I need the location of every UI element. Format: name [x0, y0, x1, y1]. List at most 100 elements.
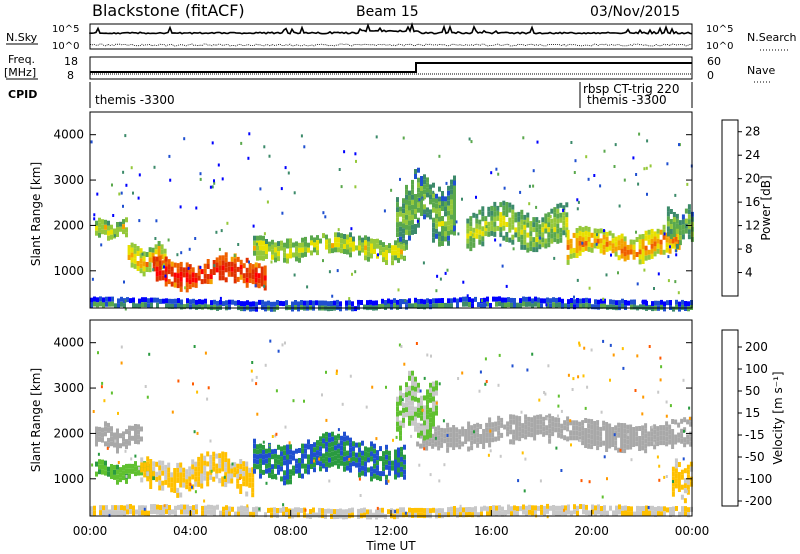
- heatmap-cell: [420, 201, 423, 206]
- heatmap-cell: [432, 202, 435, 208]
- nave-tick-top: 60: [707, 55, 721, 68]
- heatmap-cell: [212, 456, 216, 462]
- heatmap-speckle: [418, 463, 421, 467]
- heatmap-cell: [591, 304, 594, 310]
- heatmap-cell: [104, 441, 107, 447]
- heatmap-cell: [614, 425, 618, 431]
- heatmap-cell: [148, 262, 152, 268]
- heatmap-cell: [566, 239, 570, 245]
- heatmap-speckle: [578, 341, 581, 345]
- heatmap-speckle: [336, 269, 339, 273]
- heatmap-speckle: [270, 260, 273, 264]
- heatmap-cell: [376, 475, 379, 481]
- heatmap-cell: [161, 460, 165, 466]
- heatmap-cell: [191, 469, 195, 475]
- heatmap-cell: [668, 429, 672, 435]
- heatmap-cell: [605, 442, 609, 447]
- heatmap-cell: [426, 409, 429, 415]
- heatmap-cell: [514, 212, 518, 218]
- heatmap-cell: [429, 427, 432, 433]
- heatmap-cell: [224, 452, 228, 458]
- heatmap-cell: [553, 222, 557, 228]
- heatmap-cell: [295, 448, 298, 454]
- heatmap-cell: [665, 431, 669, 437]
- heatmap-cell: [656, 243, 660, 249]
- heatmap-cell: [331, 456, 334, 462]
- heatmap-cell: [462, 296, 465, 302]
- heatmap-cell: [352, 461, 355, 467]
- heatmap-cell: [558, 505, 561, 511]
- heatmap-speckle: [255, 375, 258, 379]
- heatmap-cell: [449, 437, 453, 443]
- heatmap-cell: [400, 456, 403, 462]
- heatmap-cell: [361, 247, 364, 253]
- heatmap-cell: [182, 472, 186, 478]
- heatmap-speckle: [138, 219, 141, 223]
- heatmap-cell: [246, 511, 249, 517]
- heatmap-cell: [608, 240, 612, 246]
- heatmap-cell: [490, 215, 494, 221]
- heatmap-cell: [245, 282, 249, 288]
- heatmap-cell: [331, 446, 334, 452]
- heatmap-cell: [337, 433, 340, 439]
- heatmap-cell: [364, 456, 367, 462]
- heatmap-cell: [453, 511, 456, 516]
- heatmap-cell: [665, 247, 669, 253]
- heatmap-cell: [587, 241, 591, 247]
- heatmap-cell: [179, 286, 183, 292]
- heatmap-cell: [402, 198, 405, 204]
- heatmap-cell: [559, 227, 563, 233]
- heatmap-cell: [204, 505, 207, 511]
- heatmap-speckle: [348, 458, 351, 461]
- heatmap-cell: [122, 229, 125, 235]
- heatmap-cell: [426, 424, 429, 430]
- heatmap-cell: [533, 415, 537, 421]
- heatmap-cell: [239, 264, 243, 270]
- heatmap-cell: [288, 508, 291, 514]
- heatmap-cell: [321, 508, 324, 514]
- heatmap-cell: [273, 507, 276, 513]
- heatmap-cell: [550, 218, 554, 224]
- heatmap-speckle: [221, 177, 224, 181]
- heatmap-cell: [532, 217, 536, 223]
- heatmap-cell: [125, 444, 128, 450]
- heatmap-cell: [396, 217, 399, 223]
- heatmap-cell: [441, 231, 444, 236]
- heatmap-cell: [681, 299, 684, 305]
- heatmap-cell: [599, 238, 603, 244]
- heatmap-cell: [367, 246, 370, 252]
- heatmap-speckle: [497, 383, 500, 387]
- heatmap-cell: [405, 209, 408, 215]
- heatmap-cell: [663, 301, 666, 307]
- heatmap-cell: [459, 512, 462, 518]
- heatmap-cell: [197, 481, 201, 487]
- heatmap-cell: [499, 202, 503, 208]
- heatmap-cell: [113, 464, 116, 470]
- heatmap-cell: [400, 471, 403, 477]
- heatmap-cell: [684, 228, 688, 234]
- heatmap-cell: [400, 446, 403, 452]
- heatmap-cell: [253, 468, 256, 474]
- heatmap-cell: [239, 484, 243, 489]
- heatmap-cell: [620, 238, 624, 244]
- heatmap-cell: [618, 504, 621, 510]
- heatmap-cell: [285, 507, 288, 512]
- heatmap-cell: [600, 298, 603, 304]
- heatmap-speckle: [497, 172, 500, 176]
- heatmap-cell: [242, 278, 246, 284]
- heatmap-cell: [245, 267, 249, 273]
- heatmap-cell: [472, 242, 476, 248]
- heatmap-speckle: [581, 241, 584, 245]
- heatmap-cell: [206, 471, 210, 477]
- heatmap-cell: [165, 298, 168, 304]
- heatmap-cell: [379, 456, 382, 462]
- heatmap-cell: [596, 233, 600, 239]
- heatmap-cell: [563, 420, 567, 426]
- heatmap-cell: [432, 401, 435, 407]
- heatmap-cell: [215, 468, 219, 474]
- heatmap-cell: [316, 445, 319, 451]
- heatmap-cell: [644, 428, 648, 434]
- y-tick-label: 3000: [53, 381, 84, 395]
- heatmap-speckle: [235, 471, 238, 475]
- heatmap-cell: [414, 169, 417, 174]
